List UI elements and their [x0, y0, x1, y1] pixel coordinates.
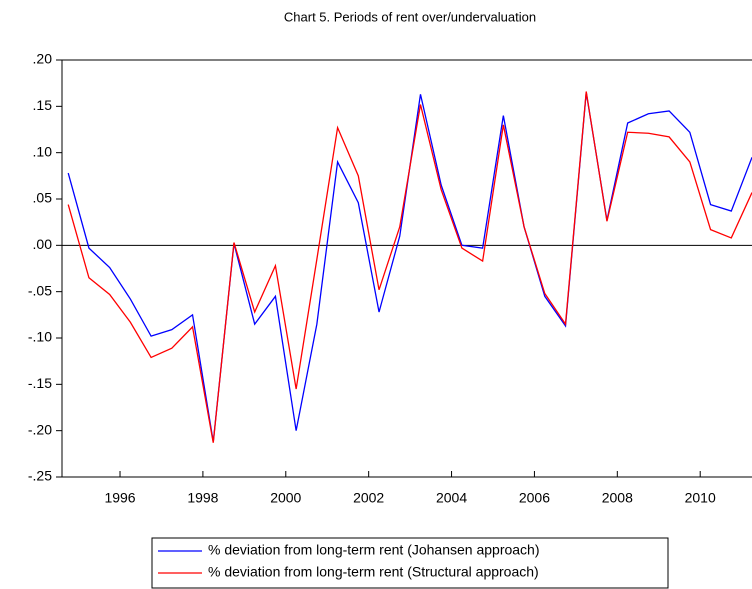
x-tick-label: 2006 [519, 490, 550, 506]
y-tick-label: -.20 [28, 421, 52, 437]
x-tick-label: 2002 [353, 490, 384, 506]
series-line [67, 91, 752, 443]
x-tick-label: 2010 [685, 490, 716, 506]
y-tick-label: -.25 [28, 468, 52, 484]
x-tick-label: 1996 [104, 490, 135, 506]
x-tick-label: 1998 [187, 490, 218, 506]
legend-box [151, 537, 669, 589]
legend-label: % deviation from long-term rent (Johanse… [208, 542, 540, 558]
chart-title: Chart 5. Periods of rent over/undervalua… [284, 9, 536, 24]
series-line [67, 92, 752, 442]
x-tick-label: 2004 [436, 490, 467, 506]
y-tick-label: .20 [33, 51, 53, 67]
y-tick-label: -.05 [28, 282, 52, 298]
y-tick-label: .00 [33, 236, 53, 252]
x-tick-label: 2008 [602, 490, 633, 506]
y-tick-label: -.10 [28, 329, 52, 345]
y-tick-label: .10 [33, 143, 53, 159]
y-tick-label: .05 [33, 190, 53, 206]
y-tick-label: .15 [33, 97, 53, 113]
x-tick-label: 2000 [270, 490, 301, 506]
y-tick-label: -.15 [28, 375, 52, 391]
legend-label: % deviation from long-term rent (Structu… [208, 564, 539, 580]
